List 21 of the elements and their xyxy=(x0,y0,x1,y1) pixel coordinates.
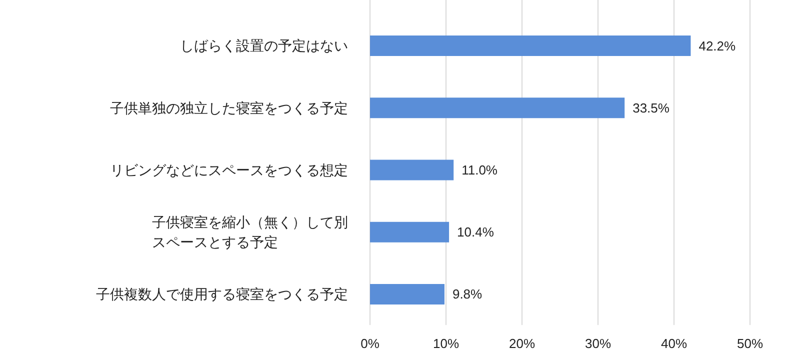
x-tick-label: 0% xyxy=(360,336,380,351)
bar xyxy=(370,284,444,304)
bar xyxy=(370,36,691,56)
data-label: 42.2% xyxy=(698,38,736,54)
x-tick-label: 50% xyxy=(736,336,764,351)
data-label: 9.8% xyxy=(452,286,483,302)
data-label: 11.0% xyxy=(462,162,498,178)
bar xyxy=(370,222,450,242)
bar xyxy=(370,160,454,180)
y-tick-label: 子供寝室を縮小（無く）して別スペースとする予定 xyxy=(152,214,348,250)
x-tick-label: 10% xyxy=(432,336,460,351)
data-label: 33.5% xyxy=(632,100,670,116)
y-tick-label: 子供複数人で使用する寝室をつくる予定 xyxy=(96,286,348,302)
x-tick-label: 30% xyxy=(584,336,612,351)
y-tick-label: リビングなどにスペースをつくる想定 xyxy=(110,162,348,178)
y-tick-label: しばらく設置の予定はない xyxy=(180,38,348,54)
x-tick-label: 40% xyxy=(660,336,688,351)
y-tick-label: 子供単独の独立した寝室をつくる予定 xyxy=(110,100,348,116)
bar xyxy=(370,98,625,118)
x-tick-label: 20% xyxy=(508,336,536,351)
data-label: 10.4% xyxy=(457,224,494,240)
